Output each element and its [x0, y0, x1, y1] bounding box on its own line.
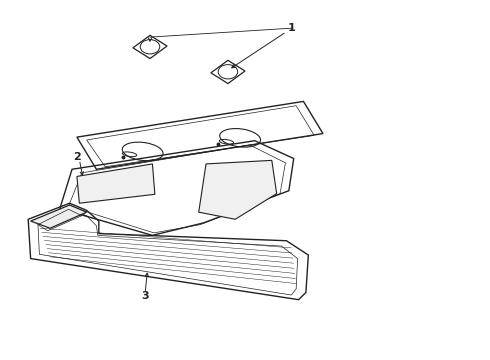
Polygon shape — [77, 164, 155, 203]
Text: 2: 2 — [73, 152, 81, 162]
Text: 3: 3 — [141, 291, 149, 301]
Polygon shape — [199, 160, 277, 219]
Polygon shape — [30, 205, 87, 228]
Text: 1: 1 — [288, 23, 295, 33]
